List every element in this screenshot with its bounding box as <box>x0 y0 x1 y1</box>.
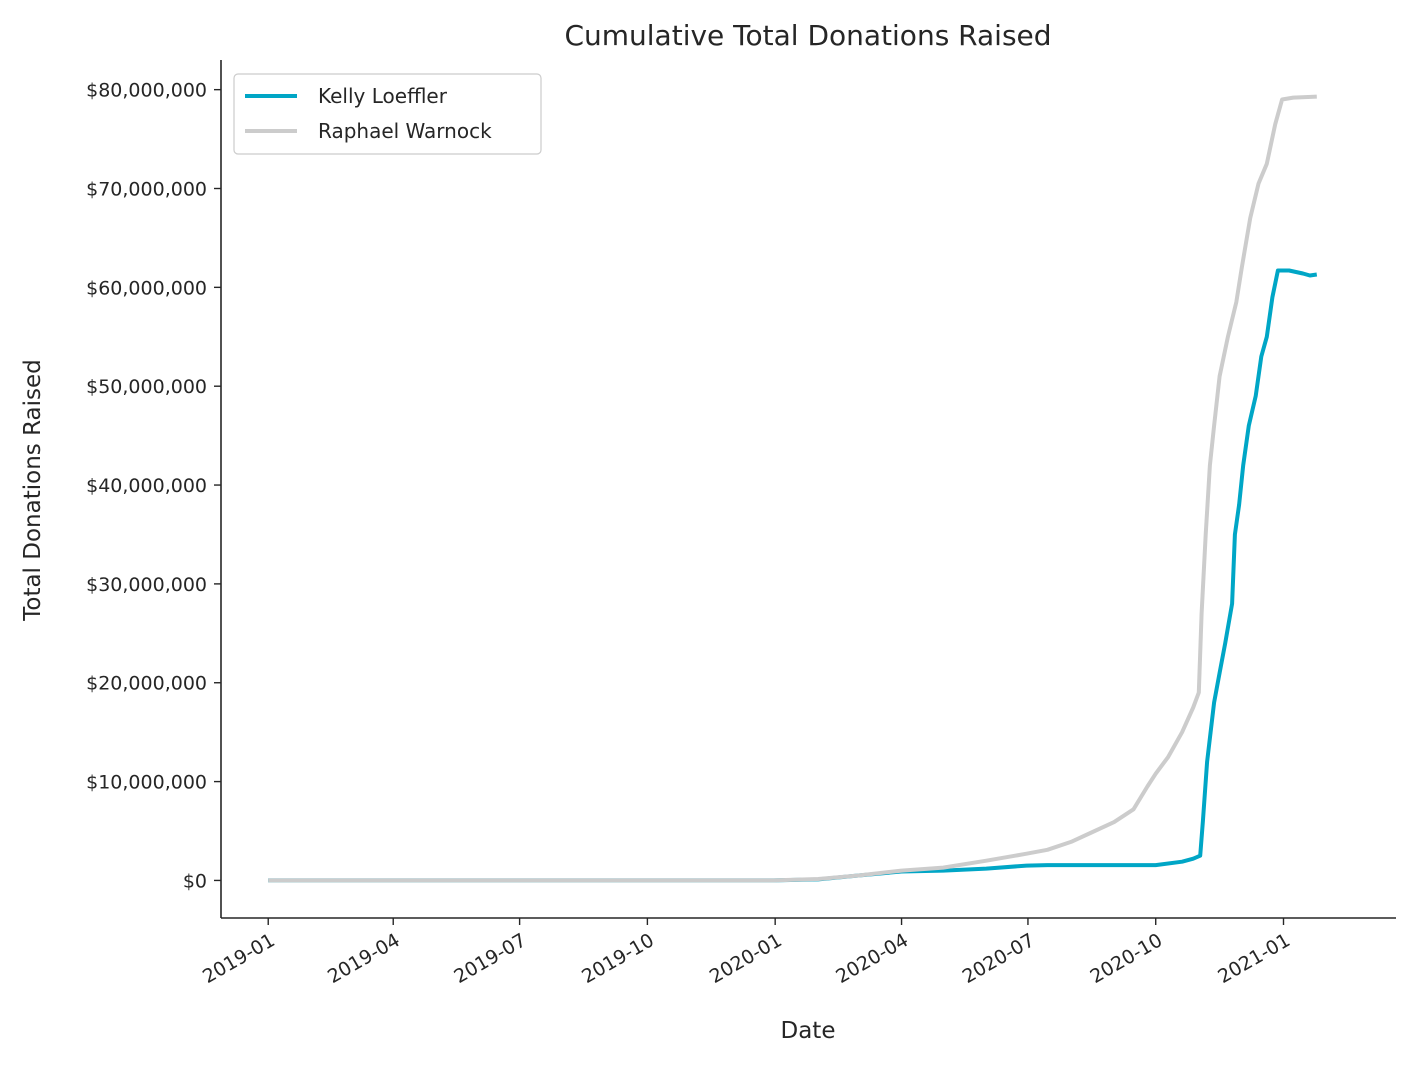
y-tick-label: $60,000,000 <box>86 277 207 299</box>
y-tick-label: $70,000,000 <box>86 179 207 201</box>
y-tick-label: $10,000,000 <box>86 772 207 794</box>
x-tick-label: 2019-01 <box>199 929 279 988</box>
legend-entry-label: Kelly Loeffler <box>318 84 448 108</box>
x-tick-label: 2020-07 <box>959 929 1039 988</box>
y-tick-label: $40,000,000 <box>86 475 207 497</box>
y-tick-label: $50,000,000 <box>86 376 207 398</box>
y-axis-label: Total Donations Raised <box>20 359 46 622</box>
series-line-kelly-loeffler <box>268 268 1318 883</box>
y-tick-label: $80,000,000 <box>86 80 207 102</box>
x-axis-label: Date <box>781 1018 836 1044</box>
y-tick-label: $30,000,000 <box>86 574 207 596</box>
chart-title: Cumulative Total Donations Raised <box>564 19 1051 52</box>
x-tick-label: 2019-10 <box>578 929 658 988</box>
legend: Kelly Loeffler Raphael Warnock <box>233 73 542 155</box>
x-tick-label: 2020-01 <box>706 929 786 988</box>
x-tick-label: 2020-10 <box>1086 929 1166 988</box>
legend-box <box>233 73 542 155</box>
legend-entry-label: Raphael Warnock <box>318 119 492 143</box>
x-tick-label: 2019-04 <box>324 929 404 988</box>
y-tick-label: $20,000,000 <box>86 673 207 695</box>
y-tick-label: $0 <box>183 870 207 892</box>
x-tick-label: 2021-01 <box>1214 929 1294 988</box>
x-tick-label: 2019-07 <box>450 929 530 988</box>
series-line-raphael-warnock <box>268 94 1317 883</box>
x-tick-label: 2020-04 <box>832 929 912 988</box>
